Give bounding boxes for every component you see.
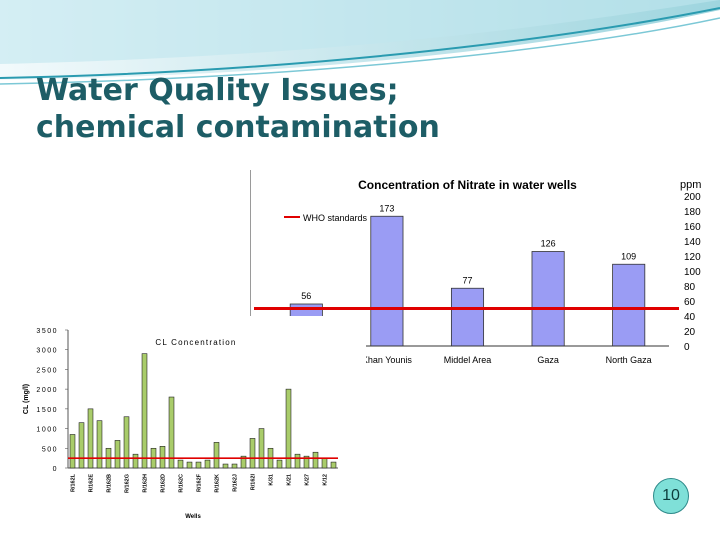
cl-bar (78, 422, 85, 469)
slide-title: Water Quality Issues; chemical contamina… (36, 72, 556, 146)
nitrate-y-tick-label: 20 (684, 327, 696, 338)
cl-y-tick-label: 0 (53, 466, 58, 473)
nitrate-x-tick-label: North Gaza (606, 355, 652, 365)
nitrate-y-tick-label: 80 (684, 282, 696, 293)
cl-bar (330, 461, 337, 469)
nitrate-y-axis-unit: ppm (680, 179, 701, 191)
cl-bar (159, 446, 166, 469)
nitrate-data-label: 173 (379, 203, 394, 213)
cl-y-tick-label: 2000 (36, 387, 58, 394)
cl-bar (249, 438, 256, 469)
cl-x-tick-label: K/12 (323, 474, 329, 486)
cl-x-tick-label: R/162E (89, 474, 95, 493)
cl-x-tick-label: K/21 (287, 474, 293, 486)
cl-bar (285, 388, 292, 469)
nitrate-bar (612, 263, 646, 347)
nitrate-y-tick-label: 140 (684, 237, 701, 248)
nitrate-y-tick-label: 200 (684, 192, 701, 203)
cl-bar (177, 459, 184, 469)
cl-x-tick-label: R/162L (71, 473, 77, 492)
cl-bar (204, 459, 211, 469)
cl-concentration-chart: 0 500 1000 1500 2000 2500 3000 3500 CL (mg/l) CL … (16, 316, 366, 522)
slide-title-line-1: Water Quality Issues; (36, 73, 399, 108)
cl-bar (222, 463, 229, 469)
cl-bar (303, 455, 310, 469)
cl-y-tick-label: 3000 (36, 348, 58, 355)
cl-bar (69, 434, 76, 469)
nitrate-data-label: 56 (301, 291, 311, 301)
cl-bar (87, 408, 94, 469)
cl-x-tick-label: K/27 (305, 474, 311, 486)
nitrate-bar (450, 287, 485, 347)
cl-bar (96, 420, 103, 469)
cl-y-tick-label: 1500 (36, 407, 58, 414)
nitrate-x-tick-label: Khan Younis (362, 355, 413, 365)
cl-x-tick-label: R/162D (161, 474, 167, 493)
nitrate-y-tick-label: 40 (684, 312, 696, 323)
nitrate-x-tick-label: Gaza (537, 355, 559, 365)
cl-y-tick-label: 1000 (36, 427, 58, 434)
cl-bar (276, 459, 283, 469)
cl-bar (258, 428, 265, 469)
nitrate-chart-title: Concentration of Nitrate in water wells (358, 178, 577, 192)
cl-bar (294, 453, 301, 469)
cl-bar (213, 442, 220, 469)
header-wave-banner (0, 0, 720, 90)
cl-x-tick-label: R/162H (143, 474, 149, 493)
cl-bar (231, 463, 238, 469)
cl-x-tick-label: K/31 (269, 474, 275, 486)
cl-y-axis-label: CL (mg/l) (23, 384, 30, 414)
nitrate-y-tick-label: 100 (684, 267, 701, 278)
cl-bar (114, 440, 121, 469)
cl-x-tick-label: R/162I (251, 474, 257, 491)
cl-y-tick-label: 2500 (36, 367, 58, 374)
nitrate-y-tick-label: 160 (684, 222, 701, 233)
cl-x-tick-label: R/162C (179, 474, 185, 493)
nitrate-y-tick-label: 180 (684, 207, 701, 218)
cl-bar (240, 455, 247, 469)
nitrate-y-tick-label: 120 (684, 252, 701, 263)
cl-bar (168, 396, 175, 469)
nitrate-y-tick-label: 0 (684, 342, 690, 353)
cl-bar (312, 451, 319, 469)
nitrate-data-label: 109 (621, 251, 636, 261)
cl-x-tick-label: R/162F (197, 473, 203, 492)
cl-bar (132, 453, 139, 469)
cl-x-tick-label: R/162J (233, 474, 239, 492)
cl-chart-background (16, 316, 366, 522)
cl-y-tick-label: 3500 (36, 328, 58, 335)
cl-x-tick-label: R/162B (107, 474, 113, 493)
cl-y-tick-label: 500 (42, 446, 58, 453)
nitrate-data-label: 77 (462, 275, 472, 285)
cl-chart-title: CL Concentration (155, 338, 236, 347)
cl-x-axis-label: Wells (185, 514, 201, 520)
cl-bar (195, 461, 202, 469)
nitrate-data-label: 126 (541, 239, 556, 249)
nitrate-x-tick-label: Middel Area (444, 355, 492, 365)
legend-label: WHO standards (303, 213, 368, 223)
chart-frame-divider (250, 170, 251, 380)
nitrate-bar (370, 215, 404, 347)
cl-bar (141, 353, 148, 469)
nitrate-y-tick-label: 60 (684, 297, 696, 308)
page-number-badge: 10 (653, 478, 689, 514)
slide-title-line-2: chemical contamination (36, 110, 440, 145)
cl-bar (123, 416, 130, 469)
cl-x-tick-label: R/162G (125, 474, 131, 493)
cl-bar (321, 457, 328, 469)
cl-bar (186, 461, 193, 469)
nitrate-bar (531, 251, 565, 347)
cl-x-tick-label: R/162K (215, 474, 221, 493)
